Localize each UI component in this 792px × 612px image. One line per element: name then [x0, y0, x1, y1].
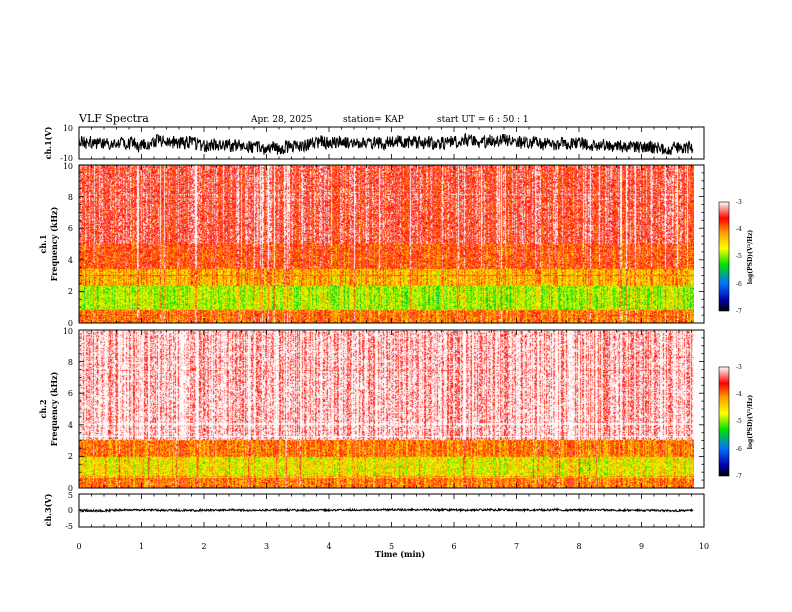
cb2-tick-m5: -5 — [736, 418, 742, 425]
x-axis: 0 1 2 3 4 5 6 7 8 9 10 Time (min) — [76, 542, 709, 559]
ch3-waveform-line — [78, 507, 694, 514]
ch1-waveform-panel: 10 -10 ch.1(V) — [43, 124, 705, 163]
xtick-4: 4 — [326, 542, 331, 551]
xtick-7: 7 — [514, 542, 519, 551]
xtick-10: 10 — [699, 542, 709, 551]
xtick-1: 1 — [139, 542, 144, 551]
cb2-label: log(PSD)(V²/Hz) — [747, 395, 754, 450]
ch1-ytick-10: 10 — [63, 162, 73, 171]
ch1-ytick-6: 6 — [68, 224, 73, 233]
ch1-ylabel-frequency: Frequency (kHz) — [49, 206, 59, 281]
ch2-colorbar: -3 -4 -5 -6 -7 log(PSD)(V²/Hz) — [718, 364, 754, 480]
cb1-tick-m7: -7 — [736, 308, 742, 315]
cb2-tick-m4: -4 — [736, 391, 742, 398]
ch1-waveform-line — [78, 132, 694, 156]
start-time-label: start UT = 6 : 50 : 1 — [437, 115, 529, 125]
cb1-label: log(PSD)(V²/Hz) — [747, 230, 754, 285]
xtick-0: 0 — [76, 542, 81, 551]
ch1-ylabel: ch.1(V) — [43, 126, 53, 159]
ch3-ytick-top: 5 — [68, 491, 73, 500]
ch2-ytick-6: 6 — [68, 389, 73, 398]
ch3-ylabel: ch.3(V) — [43, 493, 53, 526]
ch2-ytick-8: 8 — [68, 358, 73, 367]
cb2-tick-m3: -3 — [736, 364, 742, 371]
chart-title: VLF Spectra — [78, 112, 149, 125]
cb1-tick-m5: -5 — [736, 253, 742, 260]
ch2-spectrogram-panel: 0 2 4 6 8 10 ch.2 Frequency (kHz) — [38, 327, 705, 493]
ch2-ytick-2: 2 — [68, 452, 73, 461]
xtick-2: 2 — [201, 542, 206, 551]
ch2-spectrogram-image — [79, 330, 694, 488]
ch3-ytick-bottom: -5 — [65, 522, 73, 531]
ch2-ytick-10: 10 — [63, 327, 73, 336]
xtick-3: 3 — [264, 542, 269, 551]
ch3-waveform-panel: 5 0 -5 ch.3(V) — [43, 491, 705, 531]
station-label: station= KAP — [343, 115, 404, 125]
ch1-ytick-2: 2 — [68, 287, 73, 296]
ch1-colorbar: -3 -4 -5 -6 -7 log(PSD)(V²/Hz) — [718, 199, 754, 315]
ch1-ylabel-channel: ch.1 — [38, 234, 48, 253]
ch2-ytick-0: 0 — [68, 484, 73, 493]
cb1-tick-m4: -4 — [736, 226, 742, 233]
cb2-tick-m7: -7 — [736, 473, 742, 480]
ch2-ylabel-frequency: Frequency (kHz) — [49, 371, 59, 446]
xtick-6: 6 — [451, 542, 456, 551]
cb1-tick-m3: -3 — [736, 199, 742, 206]
ch1-ytick-top: 10 — [63, 124, 73, 133]
ch1-ytick-4: 4 — [68, 256, 73, 265]
date-label: Apr. 28, 2025 — [250, 115, 313, 125]
axis-ticks — [78, 127, 705, 527]
ch1-spectrogram-panel: 0 2 4 6 8 10 ch.1 Frequency (kHz) — [38, 162, 705, 328]
cb2-tick-m6: -6 — [736, 446, 742, 453]
ch2-ylabel-channel: ch.2 — [38, 399, 48, 418]
ch2-ytick-4: 4 — [68, 421, 73, 430]
ch1-ytick-0: 0 — [68, 319, 73, 328]
ch1-ytick-8: 8 — [68, 193, 73, 202]
xtick-5: 5 — [389, 542, 394, 551]
ch3-ytick-mid: 0 — [68, 506, 73, 515]
ch2-colorbar-scale — [718, 366, 730, 477]
x-axis-label: Time (min) — [375, 549, 425, 559]
xtick-9: 9 — [639, 542, 644, 551]
ch1-ytick-bottom: -10 — [60, 154, 73, 163]
ch1-colorbar-scale — [718, 201, 730, 312]
xtick-8: 8 — [576, 542, 581, 551]
cb1-tick-m6: -6 — [736, 281, 742, 288]
ch1-spectrogram-image — [79, 165, 694, 323]
